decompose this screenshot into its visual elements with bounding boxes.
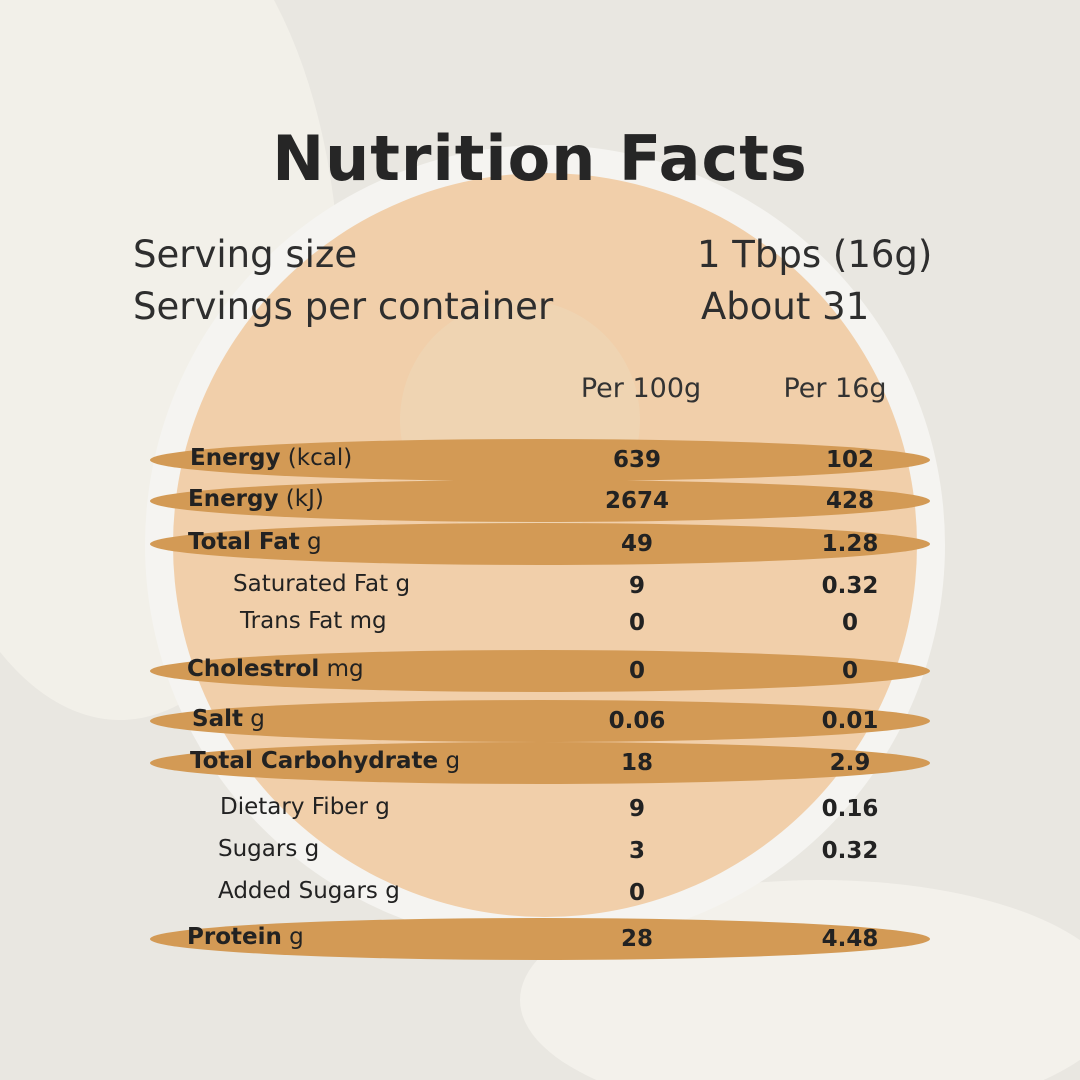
nutrient-name: Energy (188, 486, 279, 512)
nutrient-value: 0.06 (608, 708, 666, 734)
nutrient-unit: g (395, 571, 411, 597)
nutrient-name: Cholestrol (187, 656, 320, 682)
nutrient-row: Energy (kcal) 639 102 (0, 439, 1080, 479)
nutrient-name: Total Carbohydrate (190, 748, 439, 774)
nutrient-name: Saturated Fat (233, 571, 389, 597)
nutrient-unit: g (304, 836, 320, 862)
nutrient-value: 2.9 (829, 750, 871, 776)
nutrient-unit: g (445, 748, 461, 774)
nutrient-value: 0 (841, 658, 859, 684)
nutrient-label: Added Sugars g (218, 878, 400, 904)
highlight-band (150, 480, 930, 522)
nutrient-value: 18 (620, 750, 654, 776)
nutrient-row: Saturated Fat g 9 0.32 (0, 565, 1080, 605)
highlight-band (150, 742, 930, 784)
nutrient-row: Salt g 0.06 0.01 (0, 700, 1080, 740)
nutrient-label: Energy (kcal) (190, 445, 352, 471)
nutrient-value: 639 (612, 447, 662, 473)
nutrient-row: Added Sugars g 0 (0, 872, 1080, 912)
title: Nutrition Facts (272, 122, 808, 195)
nutrient-value: 0.32 (821, 838, 879, 864)
nutrient-row: Sugars g 3 0.32 (0, 830, 1080, 870)
highlight-band (150, 439, 930, 481)
nutrient-value: 0 (628, 658, 646, 684)
nutrient-unit: (kcal) (287, 445, 353, 471)
nutrient-label: Saturated Fat g (233, 571, 410, 597)
nutrient-value: 4.48 (821, 926, 879, 952)
nutrient-unit: g (385, 878, 400, 904)
servings-per-container-label: Servings per container (133, 285, 554, 328)
highlight-band (150, 700, 930, 742)
nutrient-name: Dietary Fiber (220, 794, 368, 820)
nutrient-row: Cholestrol mg 0 0 (0, 650, 1080, 690)
nutrient-label: Dietary Fiber g (220, 794, 390, 820)
nutrient-value: 428 (825, 488, 875, 514)
nutrient-label: Total Fat g (188, 529, 322, 555)
nutrient-value: 3 (628, 838, 646, 864)
nutrient-row: Protein g 28 4.48 (0, 918, 1080, 958)
nutrient-unit: g (375, 794, 390, 820)
nutrient-value: 49 (620, 531, 654, 557)
servings-per-container-value: About 31 (701, 285, 870, 328)
nutrient-value: 0.01 (821, 708, 879, 734)
nutrient-unit: mg (349, 608, 387, 634)
nutrient-label: Protein g (187, 924, 304, 950)
nutrient-label: Sugars g (218, 836, 319, 862)
nutrient-value: 0 (628, 880, 646, 906)
nutrient-label: Energy (kJ) (188, 486, 324, 512)
nutrient-value: 28 (620, 926, 654, 952)
nutrient-unit: (kJ) (285, 486, 324, 512)
nutrient-label: Total Carbohydrate g (190, 748, 460, 774)
highlight-band (150, 918, 930, 960)
nutrient-label: Cholestrol mg (187, 656, 364, 682)
nutrient-name: Protein (187, 924, 282, 950)
nutrient-unit: g (289, 924, 304, 950)
nutrient-row: Total Fat g 49 1.28 (0, 523, 1080, 563)
nutrient-label: Trans Fat mg (240, 608, 387, 634)
nutrient-value: 102 (825, 447, 875, 473)
nutrient-value: 0.16 (821, 796, 879, 822)
nutrient-value: 0 (841, 610, 859, 636)
serving-size-value: 1 Tbps (16g) (697, 233, 933, 276)
nutrient-row: Dietary Fiber g 9 0.16 (0, 788, 1080, 828)
nutrient-unit: g (250, 706, 265, 732)
nutrient-label: Salt g (192, 706, 265, 732)
nutrient-unit: g (307, 529, 322, 555)
nutrient-name: Sugars (218, 836, 298, 862)
nutrient-name: Salt (192, 706, 243, 732)
highlight-band (150, 650, 930, 692)
nutrient-value: 9 (628, 573, 646, 599)
nutrient-value: 0 (628, 610, 646, 636)
nutrient-name: Total Fat (188, 529, 300, 555)
nutrient-value: 0.32 (821, 573, 879, 599)
column-header: Per 100g (580, 373, 702, 404)
nutrient-name: Energy (190, 445, 281, 471)
nutrient-row: Energy (kJ) 2674 428 (0, 480, 1080, 520)
nutrient-row: Trans Fat mg 0 0 (0, 602, 1080, 642)
column-header: Per 16g (783, 373, 887, 404)
nutrient-value: 9 (628, 796, 646, 822)
nutrient-name: Trans Fat (240, 608, 343, 634)
nutrient-row: Total Carbohydrate g 18 2.9 (0, 742, 1080, 782)
highlight-band (150, 523, 930, 565)
nutrient-unit: mg (326, 656, 364, 682)
nutrient-value: 2674 (604, 488, 670, 514)
serving-size-label: Serving size (133, 233, 358, 276)
nutrient-name: Added Sugars (218, 878, 378, 904)
nutrient-value: 1.28 (821, 531, 879, 557)
